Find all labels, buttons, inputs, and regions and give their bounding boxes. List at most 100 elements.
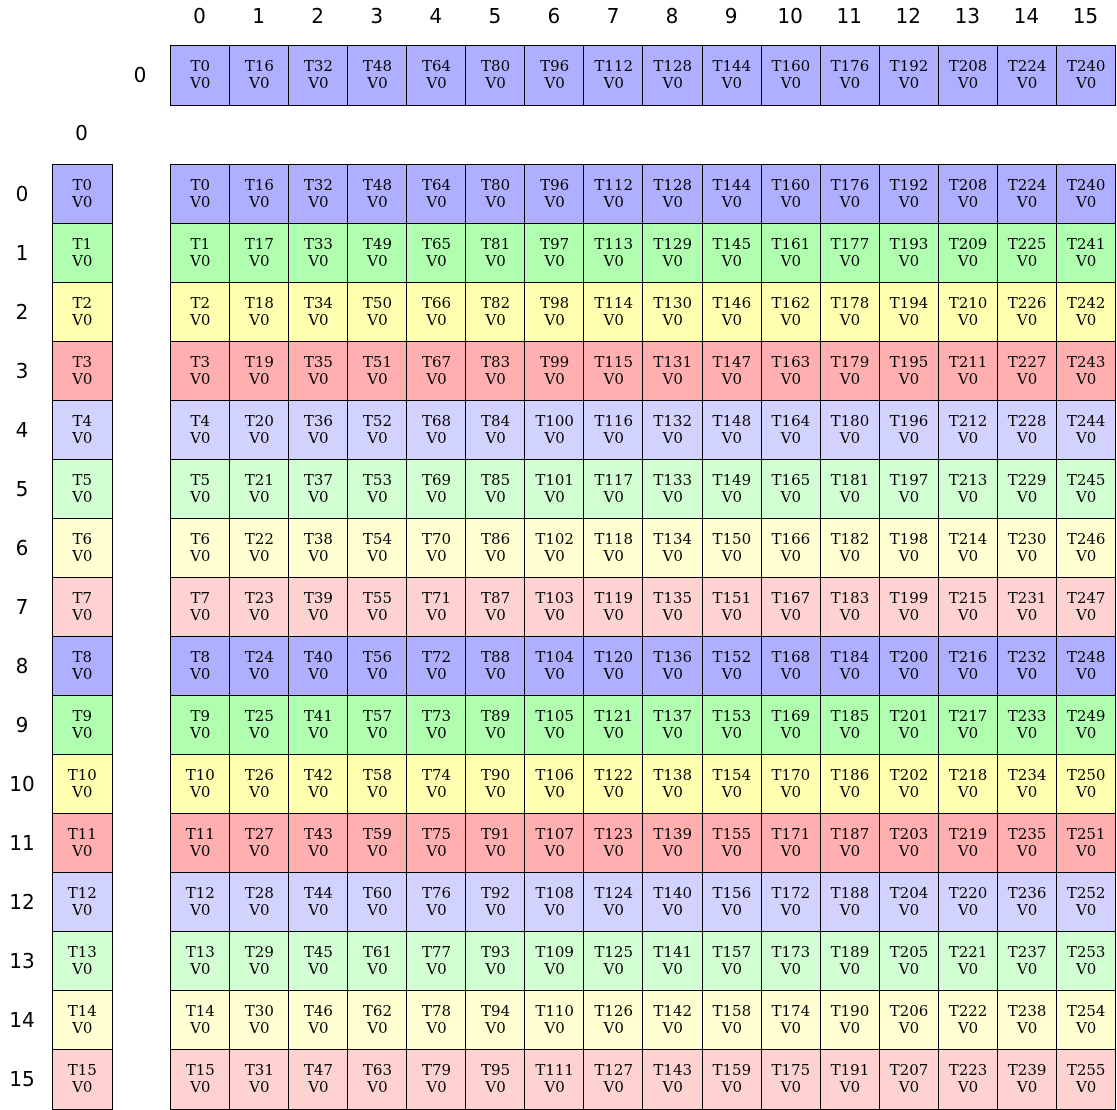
value-label: V0 bbox=[898, 74, 920, 93]
thread-label: T178 bbox=[830, 294, 870, 313]
thread-label: T31 bbox=[244, 1061, 274, 1080]
layout-cell: T216 V0 bbox=[937, 636, 999, 697]
layout-cell: T74 V0 bbox=[406, 754, 467, 815]
column-index: 11 bbox=[836, 4, 862, 28]
value-label: V0 bbox=[72, 370, 93, 389]
layout-cell: T51 V0 bbox=[347, 341, 408, 402]
thread-label: T170 bbox=[771, 766, 811, 785]
value-label: V0 bbox=[839, 547, 861, 566]
thread-label: T190 bbox=[830, 1002, 870, 1021]
row-index: 3 bbox=[15, 358, 29, 383]
layout-cell: T161 V0 bbox=[760, 223, 822, 284]
thread-label: T212 bbox=[948, 412, 988, 431]
value-label: V0 bbox=[898, 311, 920, 330]
value-label: V0 bbox=[72, 429, 93, 448]
value-label: V0 bbox=[839, 488, 861, 507]
value-label: V0 bbox=[426, 901, 447, 920]
thread-label: T101 bbox=[535, 471, 574, 490]
thread-label: T216 bbox=[948, 648, 988, 667]
thread-label: T253 bbox=[1066, 943, 1106, 962]
layout-cell: T111 V0 bbox=[524, 1049, 585, 1110]
layout-cell: T6 V0 bbox=[170, 518, 231, 579]
layout-cell: T189 V0 bbox=[819, 931, 881, 992]
value-label: V0 bbox=[190, 74, 211, 93]
value-label: V0 bbox=[1016, 429, 1038, 448]
value-label: V0 bbox=[544, 311, 565, 330]
layout-cell: T8 V0 bbox=[170, 636, 231, 697]
value-label: V0 bbox=[957, 606, 979, 625]
thread-label: T17 bbox=[244, 235, 274, 254]
layout-cell: T4 V0 bbox=[52, 400, 113, 461]
thread-label: T242 bbox=[1066, 294, 1106, 313]
value-label: V0 bbox=[308, 606, 329, 625]
thread-label: T18 bbox=[244, 294, 274, 313]
value-label: V0 bbox=[957, 547, 979, 566]
row-index: 2 bbox=[15, 299, 29, 324]
column-index: 1 bbox=[252, 4, 265, 28]
value-label: V0 bbox=[485, 429, 506, 448]
value-label: V0 bbox=[426, 74, 447, 93]
row-index: 5 bbox=[15, 476, 29, 501]
value-label: V0 bbox=[780, 665, 802, 684]
thread-label: T32 bbox=[303, 57, 333, 76]
thread-label: T118 bbox=[594, 530, 633, 549]
thread-label: T125 bbox=[594, 943, 633, 962]
thread-label: T107 bbox=[535, 825, 574, 844]
layout-cell: T101 V0 bbox=[524, 459, 585, 520]
value-label: V0 bbox=[721, 724, 742, 743]
value-label: V0 bbox=[485, 842, 506, 861]
layout-cell: T143 V0 bbox=[642, 1049, 704, 1110]
thread-label: T189 bbox=[830, 943, 870, 962]
value-label: V0 bbox=[898, 960, 920, 979]
thread-label: T234 bbox=[1007, 766, 1047, 785]
thread-label: T99 bbox=[540, 353, 570, 372]
layout-cell: T130 V0 bbox=[642, 282, 704, 343]
thread-label: T217 bbox=[948, 707, 988, 726]
thread-label: T182 bbox=[830, 530, 870, 549]
value-label: V0 bbox=[1075, 488, 1097, 507]
layout-cell: T105 V0 bbox=[524, 695, 585, 756]
column-index: 14 bbox=[1013, 4, 1040, 28]
value-label: V0 bbox=[780, 429, 802, 448]
thread-label: T100 bbox=[535, 412, 574, 431]
thread-label: T119 bbox=[594, 589, 633, 608]
value-label: V0 bbox=[839, 665, 861, 684]
layout-cell: T12 V0 bbox=[170, 872, 231, 933]
value-label: V0 bbox=[603, 547, 624, 566]
thread-label: T54 bbox=[362, 530, 392, 549]
layout-cell: T200 V0 bbox=[878, 636, 940, 697]
layout-cell: T33 V0 bbox=[288, 223, 349, 284]
layout-cell: T43 V0 bbox=[288, 813, 349, 874]
value-label: V0 bbox=[72, 1019, 93, 1038]
layout-cell: T223 V0 bbox=[937, 1049, 999, 1110]
thread-label: T6 bbox=[72, 530, 93, 549]
layout-cell: T1 V0 bbox=[52, 223, 113, 284]
column-index: 13 bbox=[954, 4, 981, 28]
layout-cell: T121 V0 bbox=[583, 695, 644, 756]
value-label: V0 bbox=[544, 547, 565, 566]
value-label: V0 bbox=[367, 1078, 388, 1097]
thread-label: T10 bbox=[67, 766, 97, 785]
thread-label: T52 bbox=[362, 412, 392, 431]
value-label: V0 bbox=[721, 252, 742, 271]
thread-label: T135 bbox=[653, 589, 693, 608]
value-label: V0 bbox=[1075, 1078, 1097, 1097]
value-label: V0 bbox=[485, 901, 506, 920]
thread-label: T205 bbox=[889, 943, 929, 962]
layout-cell: T27 V0 bbox=[229, 813, 290, 874]
value-label: V0 bbox=[190, 960, 211, 979]
layout-cell: T255 V0 bbox=[1055, 1049, 1117, 1110]
layout-cell: T24 V0 bbox=[229, 636, 290, 697]
value-label: V0 bbox=[426, 488, 447, 507]
value-label: V0 bbox=[72, 960, 93, 979]
thread-label: T41 bbox=[303, 707, 333, 726]
layout-cell: T12 V0 bbox=[52, 872, 113, 933]
layout-cell: T141 V0 bbox=[642, 931, 704, 992]
thread-label: T209 bbox=[948, 235, 988, 254]
layout-cell: T49 V0 bbox=[347, 223, 408, 284]
column-index: 9 bbox=[724, 4, 738, 28]
layout-cell: T81 V0 bbox=[465, 223, 526, 284]
value-label: V0 bbox=[426, 1019, 447, 1038]
value-label: V0 bbox=[426, 665, 447, 684]
value-label: V0 bbox=[485, 1078, 506, 1097]
